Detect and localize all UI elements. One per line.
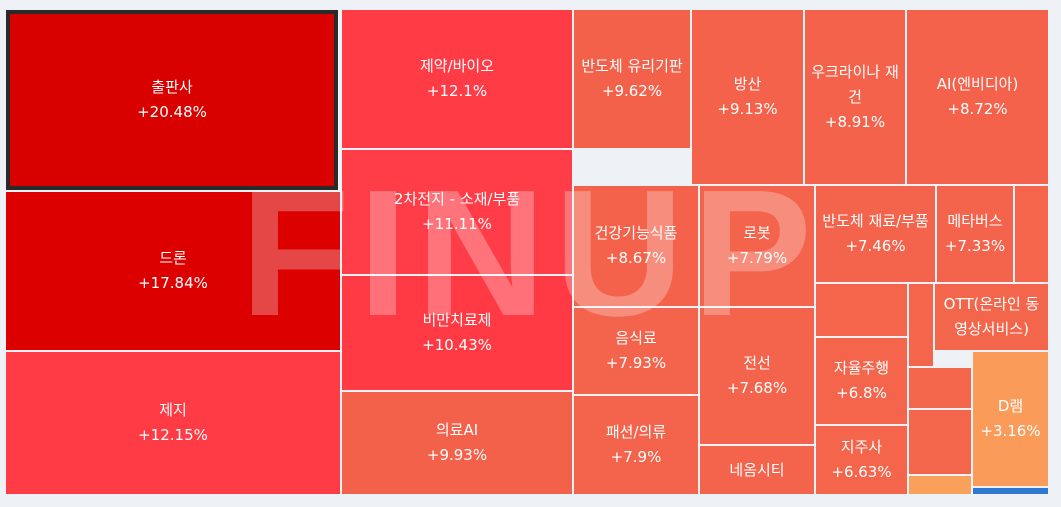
tile-name: 제지 xyxy=(159,401,187,419)
tile-name: 제약/바이오 xyxy=(419,57,495,75)
tile-name: 드론 xyxy=(159,249,187,267)
tile-value: +7.46% xyxy=(845,237,906,255)
tile-name: 메타버스 xyxy=(947,212,1003,230)
tile-name: 로봇 xyxy=(743,224,771,242)
tile: 우크라이나 재건 +8.91% xyxy=(805,10,905,184)
tile: OTT(온라인 동영상서비스) xyxy=(935,284,1048,350)
tile-value: +7.93% xyxy=(605,354,667,372)
tile-value: +7.79% xyxy=(726,249,788,267)
tile: 비만치료제 +10.43% xyxy=(342,276,572,390)
empty-tile xyxy=(1015,186,1048,282)
tile-value: +12.1% xyxy=(426,82,488,100)
tile: 제지 +12.15% xyxy=(6,352,340,494)
tile: 드론 +17.84% xyxy=(6,192,340,350)
tile-name: 패션/의류 xyxy=(605,423,667,441)
empty-tile xyxy=(909,476,971,494)
empty-tile xyxy=(816,284,907,336)
tile: 제약/바이오 +12.1% xyxy=(342,10,572,148)
tile: 출판사 +20.48% xyxy=(6,10,338,190)
empty-tile xyxy=(973,488,1048,494)
tile-name: 2차전지 - 소재/부품 xyxy=(393,190,521,208)
tile: D램 +3.16% xyxy=(973,352,1048,486)
tile-value: +7.9% xyxy=(610,448,662,466)
tile-name: 반도체 재료/부품 xyxy=(822,212,929,230)
tile-name: 반도체 유리기판 xyxy=(581,57,683,75)
tile-value: +11.11% xyxy=(422,215,492,233)
tile-value: +6.8% xyxy=(836,384,887,402)
tile: 반도체 유리기판 +9.62% xyxy=(574,10,690,148)
tile-value: +9.93% xyxy=(426,446,488,464)
tile: 지주사 +6.63% xyxy=(816,426,907,494)
tile-name: 우크라이나 재건 xyxy=(811,62,899,106)
tile-name: 전선 xyxy=(743,354,771,372)
tile-name: 방산 xyxy=(733,75,762,93)
empty-tile xyxy=(909,368,971,408)
tile: 패션/의류 +7.9% xyxy=(574,396,698,494)
tile-value: +17.84% xyxy=(138,274,208,292)
tile-value: +9.62% xyxy=(601,82,663,100)
tile: 반도체 재료/부품 +7.46% xyxy=(816,186,935,282)
tile-value: +8.91% xyxy=(824,112,886,131)
tile-value: +8.72% xyxy=(947,100,1008,118)
tile: 의료AI +9.93% xyxy=(342,392,572,494)
tile: AI(엔비디아) +8.72% xyxy=(907,10,1048,184)
tile-value: +9.13% xyxy=(717,100,778,118)
empty-tile xyxy=(909,284,933,366)
tile: 네옴시티 xyxy=(700,446,814,494)
tile-name: 의료AI xyxy=(435,421,479,439)
tile: 2차전지 - 소재/부품 +11.11% xyxy=(342,150,572,274)
tile-name: 건강기능식품 xyxy=(594,224,678,242)
tile-value: +20.48% xyxy=(137,103,207,121)
tile-name: 네옴시티 xyxy=(729,460,785,479)
tile-name: OTT(온라인 동영상서비스) xyxy=(943,295,1040,338)
tile: 메타버스 +7.33% xyxy=(937,186,1013,282)
tile-name: 출판사 xyxy=(151,78,193,96)
tile-value: +10.43% xyxy=(422,336,492,354)
tile-value: +7.68% xyxy=(726,379,788,397)
tile: 전선 +7.68% xyxy=(700,308,814,444)
tile-name: 음식료 xyxy=(615,329,657,347)
tile-value: +7.33% xyxy=(944,237,1006,255)
tile-name: 비만치료제 xyxy=(422,311,492,329)
tile-name: 지주사 xyxy=(840,438,883,456)
tile-value: +6.63% xyxy=(831,463,892,481)
tile: 건강기능식품 +8.67% xyxy=(574,186,698,306)
tile: 음식료 +7.93% xyxy=(574,308,698,394)
tile-name: 자율주행 xyxy=(833,359,890,377)
empty-tile xyxy=(909,410,971,474)
tile-value: +3.16% xyxy=(980,422,1041,440)
tile-value: +8.67% xyxy=(605,249,667,267)
tile: 로봇 +7.79% xyxy=(700,186,814,306)
tile-value: +12.15% xyxy=(138,426,208,444)
tile: 자율주행 +6.8% xyxy=(816,338,907,424)
tile-name: AI(엔비디아) xyxy=(936,75,1019,93)
tile: 방산 +9.13% xyxy=(692,10,803,184)
tile-name: D램 xyxy=(997,397,1024,415)
